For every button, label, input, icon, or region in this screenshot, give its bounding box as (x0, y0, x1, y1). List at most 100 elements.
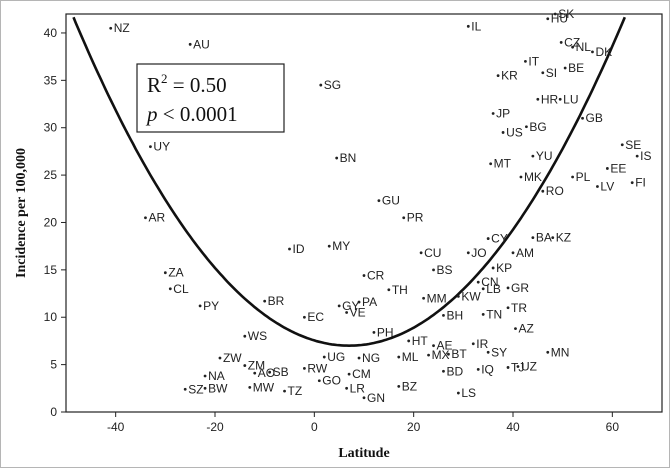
data-point (476, 280, 480, 284)
point-label: CL (173, 282, 189, 296)
point-label: SB (273, 365, 289, 379)
data-point (397, 355, 401, 359)
data-point (531, 236, 535, 240)
data-point (571, 175, 574, 179)
data-point (432, 268, 435, 272)
point-label: SI (546, 66, 557, 80)
point-label: GY (342, 299, 359, 313)
point-label: ZM (248, 359, 265, 373)
data-point (288, 247, 291, 251)
data-point (546, 350, 550, 354)
point-label: AU (193, 37, 210, 51)
point-label: IL (471, 19, 481, 33)
data-point (362, 396, 366, 400)
data-point (407, 339, 411, 343)
data-point (506, 306, 510, 310)
point-label: LS (461, 386, 476, 400)
data-point (183, 387, 187, 391)
point-label: BW (208, 381, 228, 395)
x-tick-label: 0 (311, 420, 318, 434)
point-label: KR (501, 69, 518, 83)
data-point (596, 185, 599, 188)
point-label: SE (625, 138, 641, 152)
data-point (447, 352, 450, 356)
point-label: NG (362, 351, 380, 365)
point-label: AM (516, 246, 534, 260)
data-point (253, 371, 257, 375)
point-label: JP (496, 107, 510, 121)
point-label: GB (586, 111, 603, 125)
point-label: RW (307, 361, 327, 375)
y-tick-label: 5 (50, 358, 57, 372)
data-point (553, 12, 557, 16)
data-point (263, 299, 267, 303)
point-label: GU (382, 194, 400, 208)
x-tick-label: -20 (206, 420, 224, 434)
data-point (218, 356, 222, 360)
point-label: BD (446, 364, 463, 378)
point-label: MK (524, 170, 542, 184)
point-label: BG (529, 120, 546, 134)
data-point (345, 386, 349, 390)
data-point (605, 167, 609, 170)
data-point (546, 17, 550, 21)
point-label: PL (576, 170, 591, 184)
point-label: MN (551, 345, 570, 359)
point-label: SY (491, 345, 507, 359)
data-point (558, 97, 562, 101)
point-label: GO (322, 374, 341, 388)
point-label: EC (307, 310, 324, 324)
data-point (442, 313, 445, 317)
point-label: ML (402, 350, 419, 364)
point-label: AR (148, 211, 165, 225)
plot-area (65, 13, 663, 413)
data-point (456, 294, 460, 298)
point-label: SG (324, 78, 341, 92)
y-tick-label: 30 (44, 121, 58, 135)
data-point (397, 385, 401, 388)
point-label: MX (432, 348, 450, 362)
data-point (471, 342, 475, 346)
point-label: YU (536, 149, 553, 163)
point-label: CU (424, 246, 441, 260)
point-label: PH (377, 325, 394, 339)
data-point (357, 356, 361, 360)
x-tick-label: -40 (107, 420, 125, 434)
point-label: US (506, 125, 523, 139)
point-label: GR (511, 281, 529, 295)
data-point (427, 353, 430, 357)
point-label: MT (494, 157, 512, 171)
data-point (511, 251, 515, 255)
data-point (536, 97, 540, 101)
data-point (620, 143, 624, 147)
p-value-text: p < 0.0001 (145, 102, 238, 126)
data-point (243, 334, 247, 338)
data-point (525, 125, 528, 129)
point-label: ZW (223, 351, 242, 365)
data-point (337, 304, 341, 308)
data-point (501, 131, 505, 134)
data-point (303, 367, 306, 370)
data-point (635, 154, 639, 158)
data-point (109, 26, 113, 30)
data-point (506, 366, 510, 369)
data-point (168, 287, 172, 291)
point-label: MY (332, 239, 350, 253)
data-point (489, 162, 493, 166)
data-point (303, 315, 306, 319)
point-label: ID (293, 242, 305, 256)
point-label: LR (350, 381, 366, 395)
data-point (466, 24, 470, 28)
point-label: BA (536, 231, 552, 245)
point-label: PY (203, 299, 219, 313)
data-point (481, 312, 485, 316)
data-point (377, 199, 381, 203)
y-tick-label: 10 (44, 310, 58, 324)
y-tick-label: 40 (44, 26, 58, 40)
data-point (357, 300, 361, 304)
y-tick-label: 0 (50, 405, 57, 419)
data-point (432, 344, 435, 348)
x-tick-label: 60 (606, 420, 620, 434)
data-point (345, 311, 349, 314)
